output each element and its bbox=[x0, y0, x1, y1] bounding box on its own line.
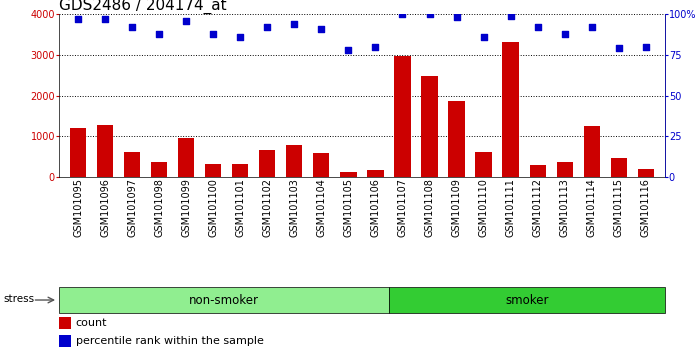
Bar bbox=[530, 165, 546, 177]
Point bbox=[505, 13, 516, 19]
Point bbox=[532, 24, 543, 30]
Point bbox=[72, 16, 84, 22]
Bar bbox=[205, 164, 221, 177]
Point bbox=[289, 21, 300, 27]
Point bbox=[343, 47, 354, 53]
Bar bbox=[421, 76, 438, 177]
Bar bbox=[151, 161, 167, 177]
Bar bbox=[59, 335, 71, 347]
Bar bbox=[178, 138, 194, 177]
Bar bbox=[448, 101, 465, 177]
Point bbox=[262, 24, 273, 30]
Point bbox=[100, 16, 111, 22]
Bar bbox=[313, 153, 329, 177]
Point bbox=[451, 15, 462, 20]
Bar bbox=[557, 162, 573, 177]
Point bbox=[207, 31, 219, 36]
Bar bbox=[389, 287, 665, 313]
Bar bbox=[124, 152, 141, 177]
Text: count: count bbox=[76, 318, 107, 328]
Text: non-smoker: non-smoker bbox=[189, 293, 259, 307]
Point bbox=[154, 31, 165, 36]
Point bbox=[478, 34, 489, 40]
Bar bbox=[583, 126, 600, 177]
Point bbox=[397, 11, 408, 17]
Text: percentile rank within the sample: percentile rank within the sample bbox=[76, 336, 264, 346]
Text: GDS2486 / 204174_at: GDS2486 / 204174_at bbox=[59, 0, 227, 14]
Bar bbox=[475, 152, 491, 177]
Point bbox=[586, 24, 597, 30]
Bar bbox=[395, 56, 411, 177]
Bar bbox=[610, 158, 627, 177]
Point bbox=[235, 34, 246, 40]
Point bbox=[613, 46, 624, 51]
Bar bbox=[232, 164, 248, 177]
Bar bbox=[340, 172, 356, 177]
Point bbox=[181, 18, 192, 23]
Point bbox=[640, 44, 651, 50]
Bar bbox=[70, 128, 86, 177]
Bar bbox=[286, 145, 303, 177]
Bar bbox=[259, 150, 276, 177]
Point bbox=[370, 44, 381, 50]
Text: stress: stress bbox=[3, 294, 35, 304]
Bar bbox=[367, 170, 383, 177]
Bar bbox=[59, 317, 71, 329]
Text: smoker: smoker bbox=[505, 293, 548, 307]
Point bbox=[559, 31, 570, 36]
Bar bbox=[97, 125, 113, 177]
Bar bbox=[638, 169, 654, 177]
Point bbox=[424, 11, 435, 17]
Point bbox=[316, 26, 327, 32]
Bar bbox=[503, 42, 519, 177]
Bar bbox=[59, 287, 389, 313]
Point bbox=[127, 24, 138, 30]
